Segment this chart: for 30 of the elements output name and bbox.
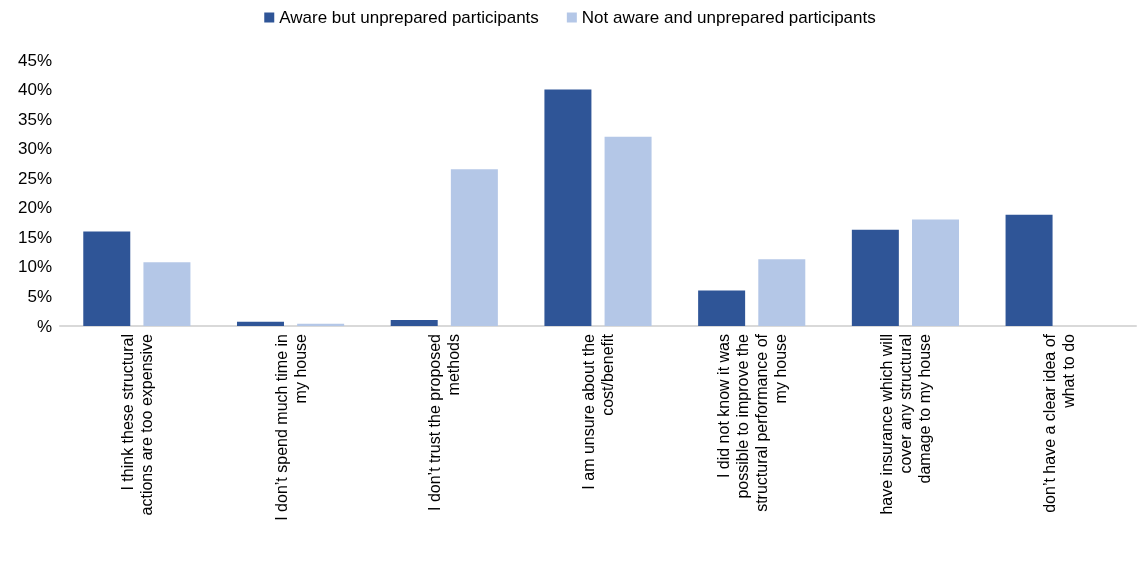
x-tick-label: I don’t trust the proposed methods xyxy=(426,334,463,511)
y-tick-label: 20% xyxy=(17,198,52,218)
y-tick-label: 40% xyxy=(17,80,52,100)
y-tick-label: 45% xyxy=(17,50,52,70)
legend-label: Not aware and unprepared participants xyxy=(581,8,876,27)
y-tick-label: 25% xyxy=(17,168,52,188)
x-tick-label: I don’t spend much time in my house xyxy=(272,333,309,521)
bar xyxy=(698,290,746,326)
bar xyxy=(544,89,592,326)
bar xyxy=(143,262,191,326)
y-tick-label: 10% xyxy=(17,257,52,277)
bar xyxy=(758,259,806,326)
y-tick-label: % xyxy=(36,316,52,336)
x-tick-label: I did not know it was possible to improve the structural performance of my house xyxy=(714,333,789,512)
y-tick-label: 5% xyxy=(27,286,52,306)
bar xyxy=(450,169,498,326)
legend-label: Aware but unprepared participants xyxy=(279,8,539,27)
y-tick-label: 15% xyxy=(17,227,52,247)
bar xyxy=(390,320,438,326)
x-tick-label: don’t have a clear idea of what to do xyxy=(1041,333,1078,513)
bar xyxy=(912,219,960,326)
x-tick-label: I think these structural actions are too expensive xyxy=(118,333,155,516)
bar xyxy=(83,231,131,326)
bar xyxy=(236,321,284,326)
y-tick-label: 30% xyxy=(17,139,52,159)
bar xyxy=(1005,214,1053,326)
bar xyxy=(851,229,899,326)
x-tick-label: I am unsure about the cost/benefit xyxy=(580,333,616,490)
bar xyxy=(604,136,652,326)
y-tick-label: 35% xyxy=(17,109,52,129)
